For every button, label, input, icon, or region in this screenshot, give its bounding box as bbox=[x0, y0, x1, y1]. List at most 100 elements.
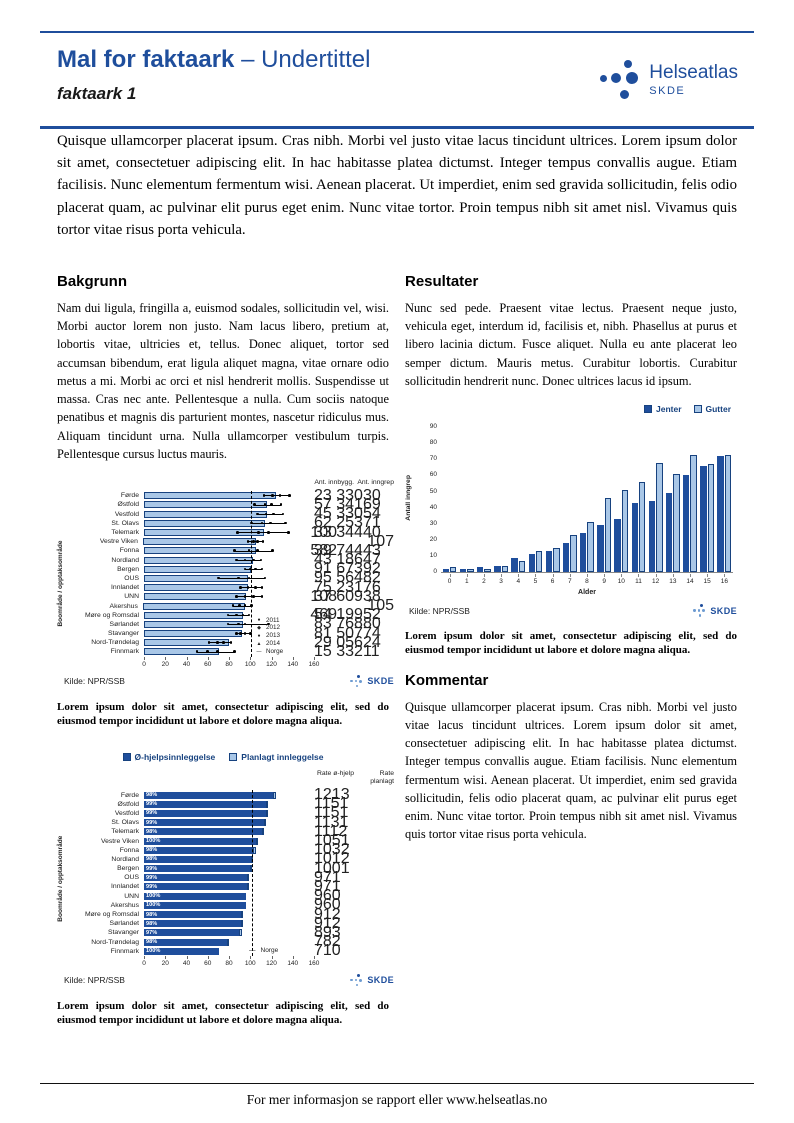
area-label: Telemark bbox=[111, 828, 139, 836]
logo-dot bbox=[620, 90, 630, 99]
ohjelp-pct-label: 98% bbox=[146, 847, 158, 854]
year-marker-dot bbox=[222, 641, 225, 644]
year-marker-line bbox=[227, 624, 269, 626]
ohjelp-bar: 100% bbox=[144, 837, 256, 845]
legend-label: 2012 bbox=[266, 624, 281, 632]
year-marker-dot bbox=[231, 604, 235, 608]
year-marker-dot bbox=[243, 632, 247, 635]
source-text: Kilde: NPR/SSB bbox=[64, 676, 125, 687]
legend-item: Jenter bbox=[643, 404, 682, 415]
area-label: Akershus bbox=[110, 901, 139, 909]
row-plot bbox=[144, 528, 314, 537]
jenter-bar bbox=[528, 554, 535, 573]
resultater-body: Nunc sed pede. Praesent vitae lectus. Pr… bbox=[405, 300, 737, 388]
chart-age-distribution: Jenter Gutter Antall inngrep 0 10 20 30 40 50 60 7… bbox=[405, 404, 737, 617]
legend-label: Jenter bbox=[655, 404, 682, 415]
value-rate-planlagt: 1 bbox=[339, 804, 349, 822]
x-tickmark bbox=[672, 574, 674, 578]
jenter-bar bbox=[700, 465, 707, 573]
year-marker-dot bbox=[235, 632, 238, 635]
bar-group bbox=[664, 473, 681, 573]
jenter-bar bbox=[442, 568, 450, 573]
x-tick: 11 bbox=[630, 574, 647, 585]
year-marker-dot bbox=[217, 576, 220, 580]
gutter-bar bbox=[656, 462, 663, 573]
year-marker-dot bbox=[281, 512, 285, 516]
jenter-bar bbox=[614, 518, 621, 573]
chart1-row: Østfold 57 341 69 bbox=[64, 496, 394, 513]
year-marker-dot bbox=[249, 604, 253, 608]
page-content: Quisque ullamcorper placerat ipsum. Cras… bbox=[0, 130, 794, 1041]
x-tick-label: 160 bbox=[308, 660, 320, 668]
chart1-row: UNN 37 609 38 bbox=[64, 588, 394, 605]
legend-item: Planlagt innleggelse bbox=[229, 752, 323, 762]
chart2-source-row: Kilde: NPR/SSB SKDE bbox=[405, 604, 737, 617]
logo-dot bbox=[626, 72, 639, 84]
x-tickmark bbox=[466, 574, 468, 578]
jenter-bar bbox=[717, 456, 724, 573]
planlagt-bar bbox=[226, 938, 229, 946]
row-plot bbox=[144, 629, 314, 638]
legend-item: Ø-hjelpsinnleggelse bbox=[122, 752, 215, 762]
x-tickmark bbox=[483, 574, 485, 578]
chart1-row: Møre og Romsdal 54 199 52 bbox=[64, 606, 394, 623]
page-title: Mal for faktaark – Undertittel bbox=[57, 46, 370, 74]
value-rate-planlagt: 0 bbox=[331, 896, 341, 914]
planlagt-bar bbox=[266, 800, 269, 808]
legend-label: Planlagt innleggelse bbox=[241, 752, 324, 763]
bakgrunn-heading: Bakgrunn bbox=[57, 272, 128, 290]
year-marker-dot bbox=[238, 604, 241, 608]
row-plot bbox=[144, 611, 314, 620]
jenter-bar bbox=[477, 567, 484, 573]
chart1-row: Stavanger 81 507 74 bbox=[64, 625, 394, 642]
row-plot: 99% bbox=[144, 873, 314, 882]
year-marker-dot bbox=[243, 595, 247, 598]
x-tick: 16 bbox=[716, 574, 733, 585]
year-marker-dot bbox=[253, 503, 256, 506]
x-tick: 4 bbox=[510, 574, 527, 585]
year-marker-dot bbox=[260, 521, 264, 525]
area-label: St. Olavs bbox=[111, 519, 139, 527]
chart1-row: Nordland 43 186 47 bbox=[64, 551, 394, 568]
gutter-bar bbox=[501, 565, 508, 573]
row-plot bbox=[144, 592, 314, 601]
skde-logo-dot bbox=[700, 604, 704, 608]
rate-bar bbox=[144, 510, 268, 518]
resultater-heading: Resultater bbox=[405, 272, 479, 290]
chart1-legend: ● 2011 ◆ 2012 ● 2013 ▲ 2014 — Norge bbox=[256, 617, 284, 656]
chart3-row: OUS 99% 97 1 bbox=[64, 869, 394, 886]
ohjelp-bar: 100% bbox=[144, 947, 220, 955]
ohjelp-bar: 99% bbox=[144, 809, 267, 817]
skde-logo-dot bbox=[355, 983, 359, 987]
x-tick: 6 bbox=[544, 574, 561, 585]
x-tickmark bbox=[552, 574, 554, 578]
chart1-y-axis-label: Boområde / opptaksområde bbox=[57, 540, 64, 627]
value-innbygg: 108 469 bbox=[310, 588, 338, 624]
ohjelp-bar: 99% bbox=[144, 819, 265, 827]
year-marker-dot bbox=[272, 512, 275, 516]
planlagt-bar bbox=[272, 791, 276, 799]
ohjelp-pct-label: 98% bbox=[146, 920, 158, 927]
skde-logo-dot bbox=[354, 978, 358, 982]
value-innbygg: 45 330 bbox=[314, 505, 363, 523]
jenter-bar bbox=[511, 557, 518, 573]
legend-swatch bbox=[122, 753, 131, 762]
year-marker-line bbox=[248, 541, 263, 543]
year-marker-dot bbox=[248, 567, 252, 571]
chart1-row: Bergen 91 673 92 bbox=[64, 560, 394, 577]
row-plot bbox=[144, 546, 314, 555]
chart3-row: Finnmark 100% 71 0 bbox=[64, 942, 394, 959]
year-marker-line bbox=[233, 605, 252, 607]
row-plot: 99% bbox=[144, 882, 314, 891]
year-marker-dot bbox=[226, 622, 230, 626]
x-tickmark bbox=[271, 956, 273, 959]
year-marker-dot bbox=[259, 558, 263, 562]
x-tick-label: 0 bbox=[447, 578, 452, 586]
x-tick-label: 80 bbox=[225, 959, 233, 967]
planlagt-bar bbox=[250, 865, 253, 873]
row-plot: 98% bbox=[144, 910, 314, 919]
gutter-bar bbox=[707, 464, 715, 573]
area-label: Fonna bbox=[119, 846, 139, 854]
gutter-bar bbox=[484, 568, 491, 573]
row-plot: 98% bbox=[144, 937, 314, 946]
